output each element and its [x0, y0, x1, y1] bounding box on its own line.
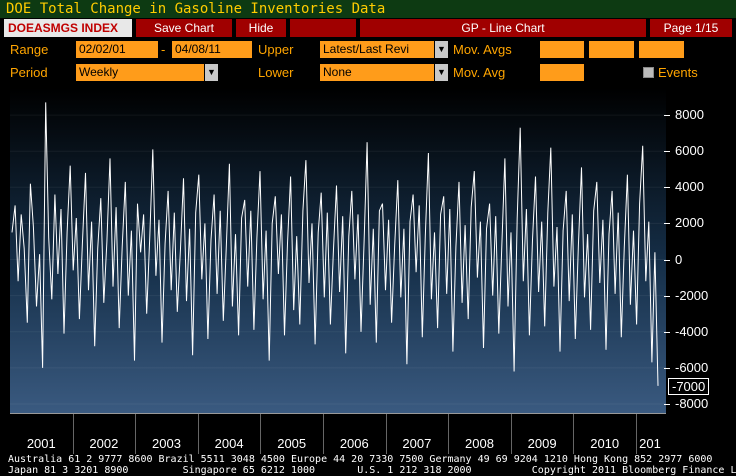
y-tick	[664, 295, 670, 297]
x-tick-label: 2007	[402, 436, 432, 451]
mov-avgs-label: Mov. Avgs	[453, 42, 512, 57]
mov-avg-lower-field[interactable]	[540, 64, 584, 81]
x-divider	[636, 414, 637, 454]
chart-type-label: GP - Line Chart	[360, 19, 646, 37]
footer: Australia 61 2 9777 8600 Brazil 5511 304…	[8, 454, 736, 476]
range-end-field[interactable]: 04/08/11	[172, 41, 252, 58]
page-indicator[interactable]: Page 1/15	[650, 19, 732, 37]
series-group	[10, 102, 666, 405]
y-tick-label: 0	[675, 251, 683, 267]
x-tick-label: 2005	[277, 436, 307, 451]
y-tick-label: -6000	[675, 359, 709, 375]
x-tick-label: 2003	[152, 436, 181, 451]
range-label: Range	[10, 42, 49, 57]
mov-avg-field-3[interactable]	[639, 41, 684, 58]
x-divider	[323, 414, 324, 454]
y-tick-label: -2000	[675, 287, 709, 303]
y-tick-label: 2000	[675, 215, 704, 231]
upper-select[interactable]: Latest/Last Revi	[320, 41, 434, 58]
period-label: Period	[10, 65, 48, 80]
x-axis: 2001 2002 2003 2004 2005 2006 2007 2008 2009 2010…	[10, 413, 666, 454]
y-tick	[664, 367, 670, 369]
y-tick-label: 4000	[675, 179, 704, 195]
ticker-field[interactable]: DOEASMGS INDEX	[4, 19, 132, 37]
x-tick-label: 2006	[339, 436, 369, 451]
x-divider	[135, 414, 137, 454]
x-tick-label: 2008	[465, 436, 494, 451]
series-line	[11, 102, 659, 386]
footer-line-2: Japan 81 3 3201 8900 Singapore 65 6212 1…	[8, 465, 736, 476]
y-tick	[664, 187, 670, 189]
x-tick-label: 2010	[590, 436, 620, 451]
x-divider	[573, 414, 575, 454]
last-value-label: -7000	[668, 377, 710, 395]
y-tick-label: 8000	[675, 107, 704, 123]
window-title: DOE Total Change in Gasoline Inventories…	[0, 0, 736, 18]
x-tick-label: 2002	[89, 436, 119, 451]
x-tick-label: 2004	[214, 436, 244, 451]
y-tick-label: -8000	[675, 395, 709, 411]
x-divider	[260, 414, 262, 454]
mov-avg-field-2[interactable]	[589, 41, 634, 58]
y-tick	[664, 223, 670, 225]
y-tick	[664, 331, 670, 333]
range-separator: -	[161, 42, 166, 57]
upper-dropdown-icon[interactable]: ▼	[435, 41, 448, 58]
mov-avg-field-1[interactable]	[540, 41, 584, 58]
y-tick	[664, 151, 670, 153]
events-label: Events	[658, 65, 698, 80]
x-tick-label: 2009	[527, 436, 557, 451]
lower-dropdown-icon[interactable]: ▼	[435, 64, 448, 81]
y-tick	[664, 403, 670, 405]
y-tick-label: -4000	[675, 323, 709, 339]
x-tick-label: 2001	[26, 436, 56, 451]
save-chart-button[interactable]: Save Chart	[136, 19, 232, 37]
lower-select[interactable]: None	[320, 64, 434, 81]
x-divider	[197, 414, 199, 454]
period-select[interactable]: Weekly	[76, 64, 204, 81]
x-divider	[448, 414, 450, 454]
lower-label: Lower	[258, 65, 294, 80]
toolbar: DOEASMGS INDEX Save Chart Hide GP - Line…	[0, 18, 736, 38]
hide-button[interactable]: Hide	[236, 19, 286, 37]
x-divider	[385, 414, 387, 454]
period-dropdown-icon[interactable]: ▼	[205, 64, 218, 81]
x-divider	[72, 414, 74, 454]
mov-avg-label: Mov. Avg	[453, 65, 506, 80]
line-chart[interactable]	[10, 88, 666, 413]
x-divider	[510, 414, 512, 454]
upper-label: Upper	[258, 42, 294, 57]
toolbar-spacer	[290, 19, 356, 37]
y-tick	[664, 259, 670, 261]
y-tick	[664, 115, 670, 117]
y-tick-label: 6000	[675, 143, 704, 159]
x-tick-label: 201	[639, 436, 661, 451]
events-checkbox[interactable]	[643, 67, 654, 78]
footer-line-1: Australia 61 2 9777 8600 Brazil 5511 304…	[8, 454, 713, 465]
range-start-field[interactable]: 02/02/01	[76, 41, 158, 58]
